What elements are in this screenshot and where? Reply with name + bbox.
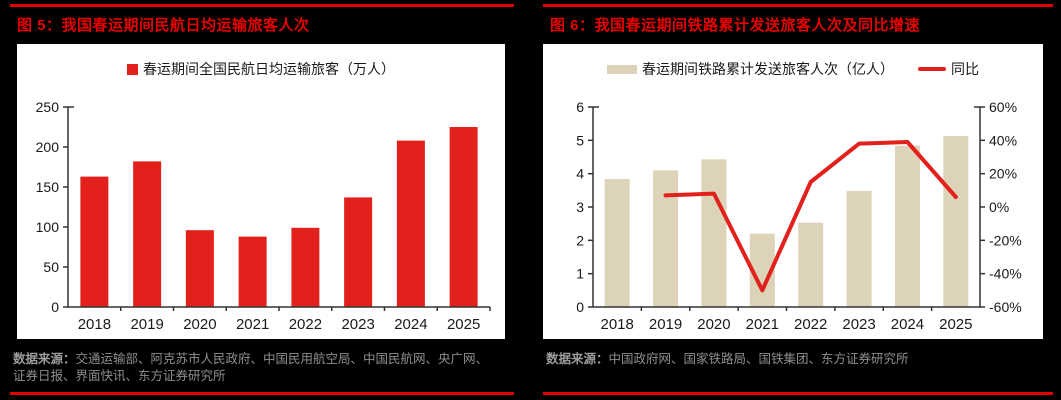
- x-axis-label: 2021: [746, 316, 779, 333]
- bar: [894, 145, 920, 307]
- figure-5-title: 图 5：我国春运期间民航日均运输旅客人次: [17, 17, 310, 34]
- legend-item: 春运期间铁路累计发送旅客人次（亿人）: [607, 59, 894, 79]
- bar: [798, 222, 824, 307]
- x-axis-label: 2020: [697, 316, 730, 333]
- y-axis-label: 0: [51, 299, 59, 315]
- x-axis-label: 2019: [130, 316, 163, 333]
- y-axis-label: 1: [576, 266, 584, 282]
- y-axis-label: 200: [36, 139, 60, 155]
- figure-5-source: 数据来源：交通运输部、阿克苏市人民政府、中国民用航空局、中国民航网、央广网、证券…: [10, 339, 514, 392]
- x-axis-label: 2025: [447, 316, 480, 333]
- legend-item: 春运期间全国民航日均运输旅客（万人）: [127, 59, 395, 79]
- bar: [185, 230, 214, 307]
- figure-6-combo-chart: 0 1 2 3 4 5 6 -60% -40% -20% 0% 20% 40% 60% 2018 2019 20…: [576, 99, 1022, 333]
- figure-6-source: 数据来源：中国政府网、国家铁路局、国铁集团、东方证券研究所: [543, 339, 1053, 392]
- bar: [846, 191, 872, 307]
- y-axis-right-label: -20%: [989, 232, 1022, 248]
- y-axis-right-label: -60%: [989, 299, 1022, 315]
- y-axis-label: 0: [576, 299, 584, 315]
- x-axis-label: 2024: [891, 316, 924, 333]
- y-axis-label: 2: [576, 232, 584, 248]
- y-axis-label: 250: [36, 99, 60, 115]
- y-axis-label: 3: [576, 199, 584, 215]
- bar: [604, 179, 630, 307]
- y-axis-label: 50: [43, 259, 59, 275]
- legend-bar-swatch: [607, 64, 637, 74]
- line-series: [663, 140, 958, 293]
- bars-group: [80, 127, 478, 307]
- legend-bar-swatch: [127, 63, 138, 75]
- figure-6-legend: 春运期间铁路累计发送旅客人次（亿人） 同比: [543, 44, 1043, 79]
- legend-item: 同比: [918, 59, 979, 79]
- bar: [344, 197, 373, 307]
- figure-5-bar-chart: 0 50 100 150 200 250 2018 2019 2020 2021 2022 2023 2…: [36, 99, 491, 333]
- x-axis-label: 2022: [794, 316, 827, 333]
- bar: [238, 236, 267, 307]
- x-axis-label: 2020: [183, 316, 216, 333]
- x-axis-label: 2018: [601, 316, 634, 333]
- source-text: 中国政府网、国家铁路局、国铁集团、东方证券研究所: [608, 352, 909, 366]
- bar: [701, 159, 727, 307]
- figure-5-panel: 图 5：我国春运期间民航日均运输旅客人次 春运期间全国民航日均运输旅客（万人） …: [10, 4, 514, 400]
- legend-label: 同比: [951, 61, 979, 77]
- bars-group: [604, 136, 969, 307]
- y-axis-label: 5: [576, 132, 584, 148]
- y-axis-right-label: 40%: [989, 132, 1017, 148]
- figure-6-top-rule: [543, 4, 1053, 7]
- x-axis-label: 2023: [341, 316, 374, 333]
- legend-label: 春运期间铁路累计发送旅客人次（亿人）: [642, 61, 894, 77]
- y-axis-label: 4: [576, 166, 584, 182]
- x-axis-label: 2021: [236, 316, 269, 333]
- bar: [653, 170, 679, 307]
- figure-6-bottom-rule: [543, 392, 1053, 395]
- y-axis-right-label: 60%: [989, 99, 1017, 115]
- legend-line-swatch: [918, 67, 946, 71]
- y-axis-right-label: 20%: [989, 166, 1017, 182]
- y-axis-label: 6: [576, 99, 584, 115]
- legend-label: 春运期间全国民航日均运输旅客（万人）: [143, 61, 395, 77]
- bar: [133, 161, 162, 307]
- bar: [396, 140, 425, 307]
- figure-5-legend: 春运期间全国民航日均运输旅客（万人）: [17, 44, 505, 79]
- x-axis-label: 2019: [649, 316, 682, 333]
- y-axis-right-label: 0%: [989, 199, 1009, 215]
- source-label: 数据来源：: [546, 352, 609, 366]
- figure-5-chart-card: 春运期间全国民航日均运输旅客（万人） 0 50 100 150 200 250 2018 20…: [17, 44, 505, 339]
- bar: [449, 127, 478, 307]
- source-label: 数据来源：: [13, 352, 76, 366]
- x-axis-label: 2022: [289, 316, 322, 333]
- bar: [291, 227, 320, 307]
- y-axis-right-label: -40%: [989, 266, 1022, 282]
- x-axis-label: 2024: [394, 316, 427, 333]
- figure-6-panel: 图 6：我国春运期间铁路累计发送旅客人次及同比增速 春运期间铁路累计发送旅客人次…: [543, 4, 1053, 400]
- figure-5-top-rule: [10, 4, 514, 7]
- x-axis-label: 2023: [842, 316, 875, 333]
- x-axis-label: 2018: [78, 316, 111, 333]
- bar: [943, 136, 969, 307]
- source-text: 交通运输部、阿克苏市人民政府、中国民用航空局、中国民航网、央广网、证券日报、界面…: [13, 352, 489, 383]
- figure-6-title: 图 6：我国春运期间铁路累计发送旅客人次及同比增速: [550, 17, 921, 34]
- figure-6-chart-card: 春运期间铁路累计发送旅客人次（亿人） 同比 0 1 2 3 4 5 6 -60% -40% -20%…: [543, 44, 1043, 339]
- x-axis-label: 2025: [939, 316, 972, 333]
- figure-5-bottom-rule: [10, 392, 514, 395]
- bar: [80, 176, 109, 307]
- y-axis-label: 100: [36, 219, 60, 235]
- y-axis-label: 150: [36, 179, 60, 195]
